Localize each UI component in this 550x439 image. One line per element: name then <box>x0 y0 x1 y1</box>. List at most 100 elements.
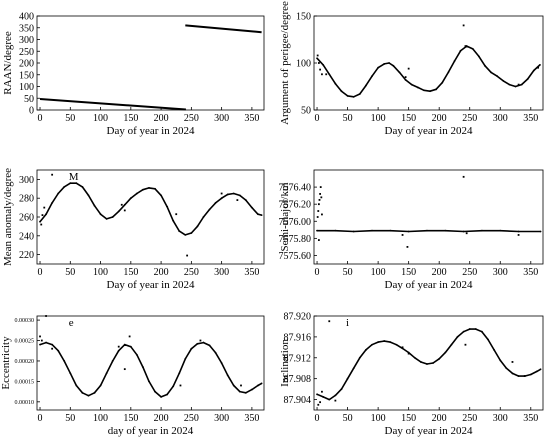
data-point <box>441 81 444 84</box>
data-point <box>322 63 325 66</box>
outlier-point <box>220 192 223 195</box>
data-point <box>392 64 395 67</box>
data-point <box>111 360 114 362</box>
y-tick-label: 0.00025 <box>15 339 35 345</box>
data-point <box>532 69 535 72</box>
panel-letter: i <box>346 317 349 329</box>
data-point <box>462 330 465 333</box>
outlier-point <box>41 214 44 217</box>
data-point <box>99 213 102 216</box>
x-tick-label: 300 <box>214 413 229 424</box>
data-point <box>232 192 235 195</box>
x-tick-label: 350 <box>244 267 259 278</box>
outlier-point <box>517 83 520 86</box>
data-point <box>93 391 96 394</box>
data-point <box>202 341 205 344</box>
data-point <box>105 217 108 220</box>
data-point <box>459 49 462 52</box>
x-tick-label: 350 <box>523 413 538 424</box>
outlier-point <box>123 368 126 371</box>
x-tick-label: 50 <box>65 267 75 278</box>
data-point <box>371 343 373 346</box>
panel-mean-anomaly: 0 50 100 150 200 250 300 350 220 240 260 280 300 Day … <box>2 168 265 291</box>
y-tick-label: 300 <box>19 175 34 186</box>
y-axis-title: Semi-major/km <box>279 182 291 251</box>
data-point <box>117 349 120 352</box>
data-point <box>260 382 263 385</box>
data-point <box>51 202 54 204</box>
data-point <box>196 342 199 345</box>
x-axis-title: Day of year in 2024 <box>385 425 473 437</box>
data-point <box>99 384 102 387</box>
data-point <box>328 398 331 401</box>
x-tick-label: 200 <box>432 267 447 278</box>
x-tick-label: 200 <box>154 113 169 124</box>
y-axis-title: Eccentricity <box>0 336 12 390</box>
x-axis-title: day of year in 2024 <box>108 425 194 437</box>
data-point <box>51 343 54 346</box>
data-point <box>371 229 373 232</box>
x-tick-label: 350 <box>244 113 259 124</box>
data-point <box>257 213 259 216</box>
outlier-point <box>51 173 54 176</box>
outlier-point <box>179 384 182 387</box>
x-axis-title: Day of year in 2024 <box>385 125 473 137</box>
series-line <box>39 182 262 236</box>
outlier-point <box>334 399 337 402</box>
y-tick-label: 300 <box>19 35 34 46</box>
data-point <box>444 351 447 354</box>
outlier-point <box>43 206 46 209</box>
series-line <box>39 341 262 398</box>
data-point <box>496 75 499 78</box>
data-point <box>490 71 492 74</box>
data-point <box>468 328 471 330</box>
data-point <box>220 197 223 200</box>
data-point <box>471 48 474 50</box>
outlier-point <box>317 403 320 406</box>
y-tick-label: 150 <box>296 12 311 23</box>
y-tick-label: 280 <box>19 194 34 205</box>
data-point <box>154 187 156 190</box>
data-point <box>220 362 223 364</box>
outlier-point <box>319 68 322 71</box>
data-point <box>148 186 150 189</box>
outlier-point <box>401 234 404 236</box>
data-point <box>432 362 434 364</box>
y-tick-label: 0.00015 <box>15 379 35 385</box>
outlier-point <box>465 232 468 235</box>
data-point <box>493 349 496 351</box>
data-point <box>453 60 456 63</box>
y-tick-label: 0 <box>29 106 34 117</box>
data-point <box>142 188 144 191</box>
data-point <box>419 361 422 363</box>
x-tick-label: 50 <box>343 413 353 424</box>
data-point <box>365 84 367 87</box>
x-tick-label: 250 <box>184 113 199 124</box>
x-tick-label: 50 <box>343 113 353 124</box>
data-point <box>377 66 380 69</box>
data-point <box>487 338 489 341</box>
x-tick-label: 100 <box>93 267 108 278</box>
data-point <box>346 95 349 97</box>
outlier-point <box>317 239 320 241</box>
outlier-point <box>328 320 331 323</box>
data-point <box>508 83 511 86</box>
y-tick-label: 0.00030 <box>15 318 35 324</box>
data-point <box>148 380 150 383</box>
data-point <box>166 393 169 396</box>
outlier-point <box>317 62 320 64</box>
x-tick-label: 0 <box>315 113 320 124</box>
data-point <box>93 204 96 207</box>
data-point <box>39 343 41 346</box>
data-point <box>184 233 187 236</box>
data-point <box>232 384 235 387</box>
outlier-point <box>407 352 410 355</box>
data-point <box>226 374 229 377</box>
outlier-point <box>464 45 467 47</box>
data-point <box>244 199 247 201</box>
x-tick-label: 150 <box>123 413 138 424</box>
data-point <box>477 55 480 58</box>
panel-inclination: 0 50 100 150 200 250 300 350 87.904 87.908 87.912 8… <box>279 312 544 437</box>
outlier-point <box>318 199 321 201</box>
data-point <box>539 63 541 66</box>
